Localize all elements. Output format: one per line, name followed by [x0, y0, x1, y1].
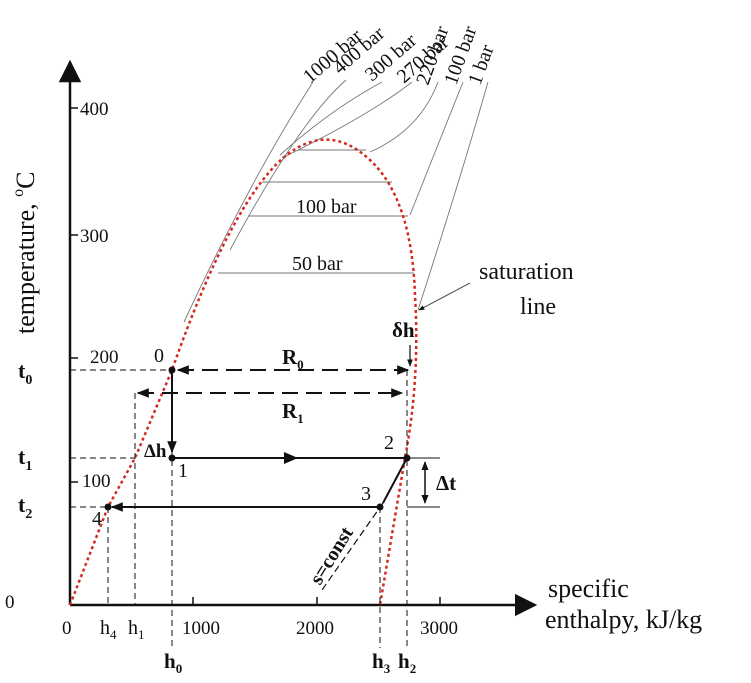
- isobar-label-50bar: 50 bar: [292, 253, 343, 275]
- y-axis-label: temperature, oC: [10, 172, 40, 335]
- t0-label: t0: [18, 358, 32, 388]
- svg-text:temperature, oC: temperature, oC: [10, 172, 40, 335]
- t1-label: t1: [18, 444, 32, 474]
- state-points: [104, 366, 411, 511]
- isobar-horizontal-segments: [218, 149, 414, 274]
- isobar-1000bar: [183, 81, 314, 323]
- point-label-3: 3: [361, 483, 371, 505]
- y-tick-400: 400: [80, 99, 109, 120]
- isobar-270bar: [281, 81, 413, 159]
- isobar-label-100bar: 100 bar: [296, 196, 357, 218]
- y-tick-200: 200: [90, 347, 119, 368]
- saturation-label-line2: line: [520, 294, 556, 320]
- isobar-300bar: [279, 81, 383, 156]
- delta-t-label: Δt: [436, 471, 456, 495]
- x-tick-3000: 3000: [420, 618, 458, 639]
- y-tick-300: 300: [80, 226, 109, 247]
- isobar-1bar: [417, 81, 489, 311]
- delta-h-label: Δh: [144, 441, 167, 462]
- h0-label: h0: [164, 649, 182, 676]
- y-tick-0: 0: [5, 592, 15, 613]
- h3-label: h3: [372, 649, 391, 676]
- process-2-3: [382, 457, 408, 504]
- x-tick-0: 0: [62, 618, 72, 639]
- point-label-4: 4: [92, 508, 102, 530]
- y-tick-100: 100: [82, 471, 111, 492]
- t2-label: t2: [18, 492, 32, 522]
- x-tick-1000: 1000: [182, 618, 220, 639]
- isobar-400bar: [229, 79, 347, 251]
- point-label-1: 1: [178, 460, 188, 482]
- h1-label: h1: [128, 617, 145, 642]
- y-ticks: [70, 107, 78, 483]
- point-label-2: 2: [384, 432, 394, 454]
- point-label-0: 0: [154, 345, 164, 367]
- saturation-pointer: [418, 282, 471, 311]
- isobar-labels-top: 1000 bar 400 bar 300 bar 270 bar 220 bar…: [299, 22, 499, 88]
- saturation-curve: [68, 138, 418, 606]
- h2-label: h2: [398, 649, 416, 676]
- r0-label: R0: [282, 345, 304, 372]
- s-const-line: [321, 502, 384, 591]
- r1-label: R1: [282, 399, 304, 426]
- x-tick-2000: 2000: [296, 618, 334, 639]
- x-axis-label-line2: enthalpy, kJ/kg: [545, 605, 702, 634]
- x-axis-label-line1: specific: [548, 574, 629, 603]
- isobar-220bar: [369, 81, 439, 153]
- saturation-label-line1: saturation: [479, 259, 574, 285]
- process-1-2-arrowhead: [284, 452, 298, 464]
- isobar-lines: [183, 79, 489, 323]
- isobar-100bar-top: [409, 81, 464, 216]
- h4-label: h4: [100, 617, 117, 642]
- s-const-label: s=const: [306, 523, 359, 589]
- x-ticks: [192, 597, 441, 605]
- delta-h-small-label: δh: [392, 318, 415, 342]
